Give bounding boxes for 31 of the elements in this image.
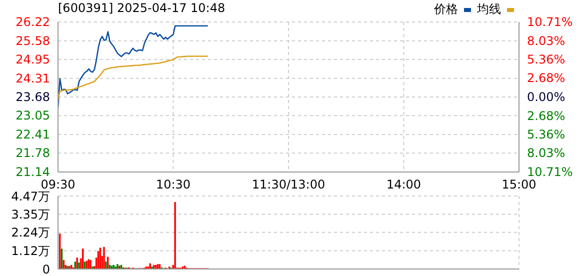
y-tick-label: 21.14 <box>16 165 50 179</box>
y-tick-label: 23.05 <box>16 108 50 123</box>
y2-tick-label: 8.03% <box>527 34 566 48</box>
y-tick-label: 4.47万 <box>11 189 50 204</box>
x-tick-label: 15:00 <box>502 178 536 192</box>
y2-tick-label: 8.03% <box>527 146 566 160</box>
x-tick-label: 11:30/13:00 <box>252 178 326 192</box>
y2-tick-label: 10.71% <box>527 165 573 179</box>
y-tick-label: 0 <box>42 262 50 276</box>
legend-label: 均线 <box>477 1 501 18</box>
legend-label: 价格 <box>434 1 458 18</box>
y-tick-label: 24.95 <box>16 52 50 66</box>
y-tick-label: 24.31 <box>16 71 50 86</box>
y-tick-label: 21.78 <box>16 146 50 160</box>
x-tick-label: 09:30 <box>40 178 76 192</box>
y2-tick-label: 5.36% <box>527 52 566 66</box>
y2-tick-label: 2.68% <box>527 71 566 86</box>
x-tick-label: 10:30 <box>156 178 191 192</box>
y2-tick-label: 10.71% <box>527 15 573 29</box>
y2-tick-label: 2.68% <box>527 108 566 123</box>
y-tick-label: 3.35万 <box>11 208 50 222</box>
y-tick-label: 2.24万 <box>11 226 50 240</box>
y-tick-label: 25.58 <box>16 34 50 48</box>
y-tick-label: 26.22 <box>16 15 50 29</box>
y-tick-label: 23.68 <box>16 90 50 104</box>
y2-tick-label: 5.36% <box>527 128 566 142</box>
x-tick-label: 14:00 <box>386 178 422 192</box>
y-tick-label: 22.41 <box>16 128 50 142</box>
y2-tick-label: 0.00% <box>527 90 566 104</box>
y-tick-label: 1.12万 <box>11 244 50 258</box>
chart-title: [600391] 2025-04-17 10:48 <box>58 1 226 15</box>
